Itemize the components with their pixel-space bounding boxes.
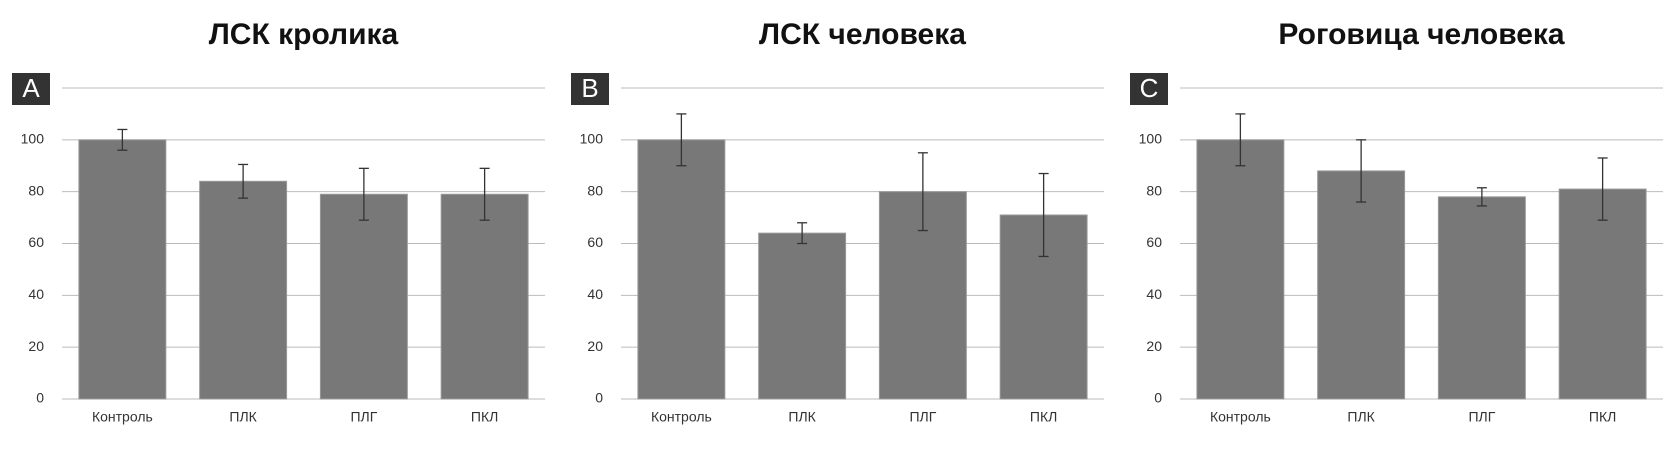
x-tick-label: ПЛК [1347, 409, 1375, 425]
y-tick-label: 60 [587, 234, 603, 250]
y-tick-label: 100 [21, 131, 45, 147]
error-bar [1356, 139, 1367, 203]
bar [319, 193, 408, 400]
x-tick-label: ПЛК [788, 409, 816, 425]
bar [758, 232, 847, 400]
error-bar [1476, 187, 1487, 207]
chart-panel: ЛСК кролика A 0 20 40 60 80 100 Контроль ПЛК ПЛГ ПК… [12, 18, 545, 425]
y-tick-label: 80 [28, 182, 44, 198]
y-tick-label: 20 [587, 338, 603, 354]
y-tick-label: 40 [587, 286, 603, 302]
y-tick-label: 100 [1139, 131, 1163, 147]
bar [440, 193, 529, 400]
bar [1196, 139, 1285, 400]
bar [637, 139, 726, 400]
bar [1317, 170, 1406, 400]
bar [1437, 196, 1526, 400]
error-bar [1235, 113, 1246, 167]
chart-title: ЛСК кролика [209, 18, 399, 51]
chart-panel: Роговица человека C 0 20 40 60 80 100 Контроль ПЛ… [1130, 18, 1663, 425]
error-bar [1038, 172, 1049, 258]
x-tick-label: Контроль [1210, 409, 1271, 425]
chart-panel: ЛСК человека B 0 20 40 60 80 100 Контроль ПЛК ПЛГ П… [571, 18, 1104, 425]
y-tick-label: 40 [28, 286, 44, 302]
y-tick-label: 80 [587, 182, 603, 198]
bar [1558, 188, 1647, 400]
y-tick-label: 0 [36, 390, 44, 406]
y-tick-label: 20 [28, 338, 44, 354]
y-tick-label: 100 [580, 131, 604, 147]
error-bar [238, 163, 249, 199]
x-tick-label: ПЛГ [350, 409, 377, 425]
y-tick-label: 60 [1146, 234, 1162, 250]
x-tick-label: Контроль [92, 409, 153, 425]
y-tick-label: 80 [1146, 182, 1162, 198]
bar [78, 139, 167, 400]
panel-label: A [22, 73, 40, 103]
y-tick-label: 0 [595, 390, 603, 406]
bar [199, 180, 288, 400]
y-tick-label: 0 [1154, 390, 1162, 406]
panel-label: C [1140, 73, 1159, 103]
panel-label-box [1130, 73, 1168, 105]
chart-title: ЛСК человека [759, 18, 966, 51]
x-tick-label: ПЛГ [909, 409, 936, 425]
panel-label: B [581, 73, 598, 103]
x-tick-label: ПЛГ [1468, 409, 1495, 425]
error-bar [676, 113, 687, 167]
error-bar [358, 167, 369, 221]
error-bar [479, 167, 490, 221]
error-bar [797, 222, 808, 245]
panel-label-box [571, 73, 609, 105]
error-bar [917, 152, 928, 232]
y-tick-label: 60 [28, 234, 44, 250]
error-bar [117, 128, 128, 151]
x-tick-label: ПКЛ [471, 409, 498, 425]
error-bar [1597, 157, 1608, 221]
x-tick-label: Контроль [651, 409, 712, 425]
x-tick-label: ПКЛ [1030, 409, 1057, 425]
y-tick-label: 40 [1146, 286, 1162, 302]
y-tick-label: 20 [1146, 338, 1162, 354]
chart-title: Роговица человека [1278, 18, 1565, 51]
x-tick-label: ПЛК [229, 409, 257, 425]
panel-label-box [12, 73, 50, 105]
x-tick-label: ПКЛ [1589, 409, 1616, 425]
